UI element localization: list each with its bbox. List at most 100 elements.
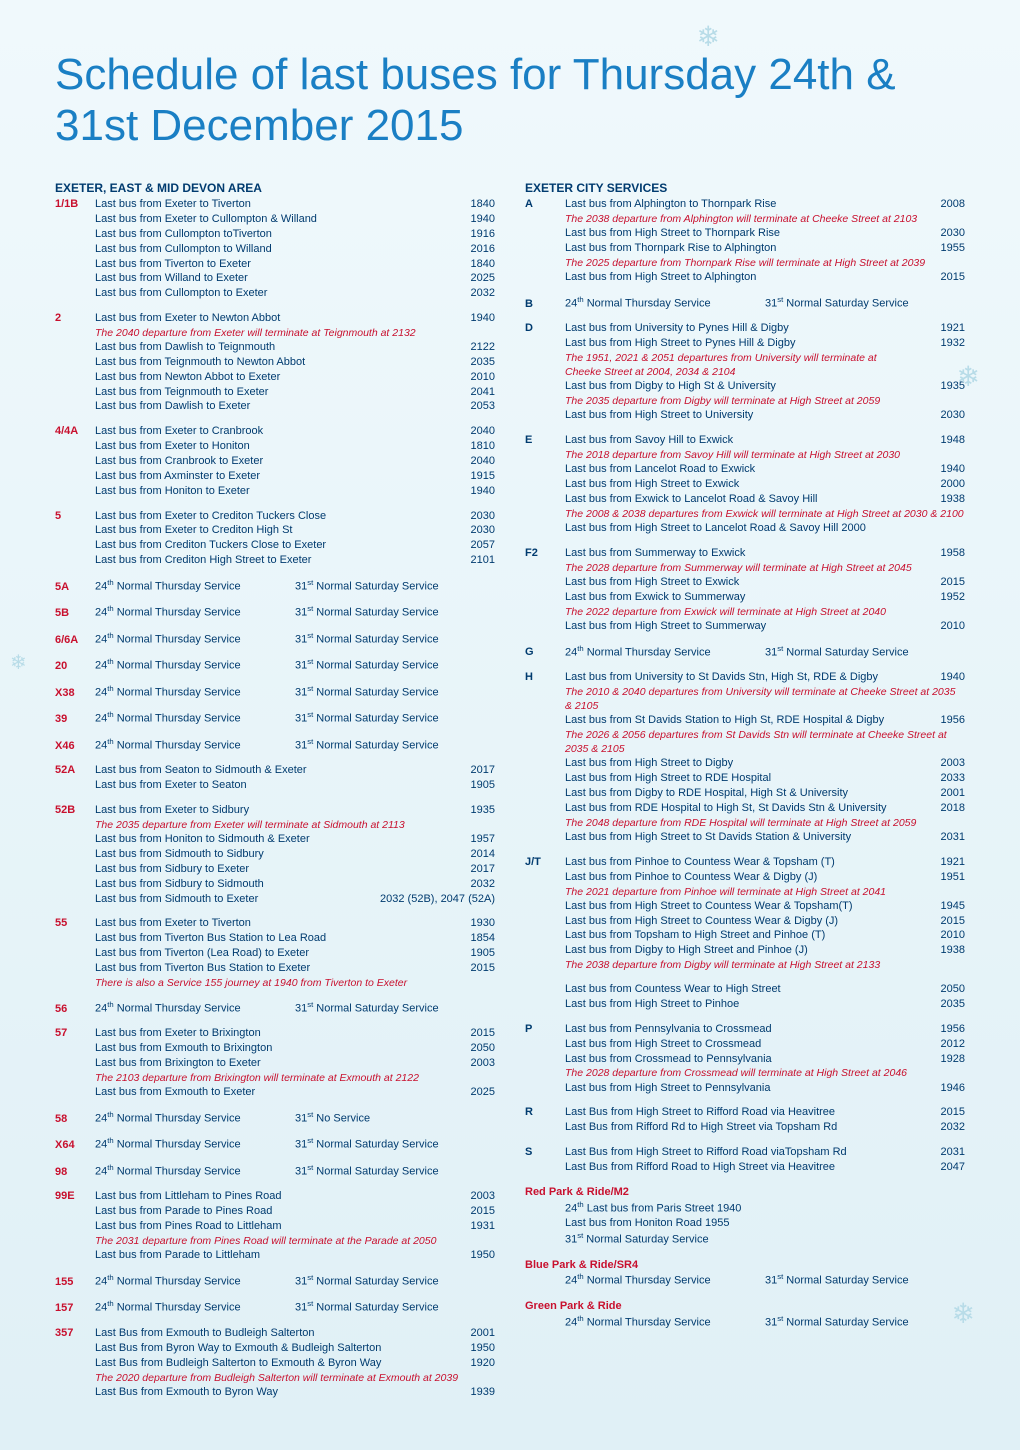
route-note: The 2038 departure from Digby will termi… [565, 958, 965, 972]
extra-line: 31st Normal Saturday Service [565, 1231, 965, 1248]
route-description: Last bus from Parade to Littleham [95, 1248, 440, 1263]
route-time: 1939 [440, 1385, 495, 1400]
route-code: 157 [55, 1301, 95, 1316]
route-description: Last bus from Topsham to High Street and… [565, 928, 910, 943]
route-note: The 2008 & 2038 departures from Exwick w… [565, 507, 965, 521]
route-block: 15724th Normal Thursday Service31st Norm… [55, 1299, 495, 1316]
route-time: 2032 [440, 286, 495, 301]
subsection-header: Green Park & Ride [525, 1299, 965, 1314]
normal-service-left: 24th Normal Thursday Service [565, 295, 765, 312]
normal-service-left: 24th Normal Thursday Service [95, 631, 295, 648]
route-block: F2Last bus from Summerway to Exwick1958T… [525, 546, 965, 634]
route-time: 2010 [440, 370, 495, 385]
route-time: 1810 [440, 439, 495, 454]
route-time: 2015 [440, 961, 495, 976]
right-column: EXETER CITY SERVICESALast bus from Alphi… [525, 181, 965, 1409]
route-time: 2010 [910, 928, 965, 943]
route-code: S [525, 1145, 565, 1160]
left-column: EXETER, EAST & MID DEVON AREA1/1BLast bu… [55, 181, 495, 1409]
route-block: G24th Normal Thursday Service31st Normal… [525, 644, 965, 661]
route-code: 52A [55, 763, 95, 778]
route-block: RLast Bus from High Street to Rifford Ro… [525, 1105, 965, 1135]
route-block: 3924th Normal Thursday Service31st Norma… [55, 710, 495, 727]
route-description: Last bus from Sidbury to Exeter [95, 862, 440, 877]
route-note: The 2048 departure from RDE Hospital wil… [565, 816, 965, 830]
route-time: 1915 [440, 469, 495, 484]
route-block: 4/4ALast bus from Exeter to Cranbrook204… [55, 424, 495, 498]
route-time: 1940 [440, 311, 495, 326]
route-time: 2015 [440, 1204, 495, 1219]
route-block: 5A24th Normal Thursday Service31st Norma… [55, 578, 495, 595]
route-time: 2012 [910, 1037, 965, 1052]
normal-service-left: 24th Normal Thursday Service [95, 1163, 295, 1180]
route-block: 357Last Bus from Exmouth to Budleigh Sal… [55, 1326, 495, 1400]
route-description: Last bus from High Street to University [565, 408, 910, 423]
route-description: Last bus from Thornpark Rise to Alphingt… [565, 241, 910, 256]
route-description: Last bus from Exeter to Tiverton [95, 916, 440, 931]
route-description: Last bus from High Street to Digby [565, 756, 910, 771]
route-description: Last bus from Digby to RDE Hospital, Hig… [565, 786, 910, 801]
route-block: ALast bus from Alphington to Thornpark R… [525, 197, 965, 285]
extra-block: Green Park & Ride24th Normal Thursday Se… [525, 1299, 965, 1330]
route-description: Last bus from Exeter to Cranbrook [95, 424, 440, 439]
route-time: 2033 [910, 771, 965, 786]
snowflake-decoration: ❄ [10, 650, 27, 675]
normal-service-right: 31st Normal Saturday Service [295, 1163, 495, 1180]
normal-service-left: 24th Normal Thursday Service [95, 1000, 295, 1017]
route-block: Last bus from Countess Wear to High Stre… [525, 982, 965, 1012]
route-description: Last bus from Digby to High Street and P… [565, 943, 910, 958]
normal-service-right: 31st Normal Saturday Service [295, 1000, 495, 1017]
route-description: Last bus from High Street to Thornpark R… [565, 226, 910, 241]
route-time: 2003 [440, 1056, 495, 1071]
normal-service-right: 31st Normal Saturday Service [295, 631, 495, 648]
route-description: Last bus from Willand to Exeter [95, 271, 440, 286]
route-time: 2010 [910, 619, 965, 634]
route-time: 1938 [910, 943, 965, 958]
route-code: X46 [55, 739, 95, 754]
route-block: B24th Normal Thursday Service31st Normal… [525, 295, 965, 312]
route-description: Last bus from Exmouth to Brixington [95, 1041, 440, 1056]
route-description: Last bus from Exeter to Crediton High St [95, 523, 440, 538]
route-block: DLast bus from University to Pynes Hill … [525, 321, 965, 423]
route-description: Last bus from High Street to Alphington [565, 270, 910, 285]
normal-service-left: 24th Normal Thursday Service [95, 1299, 295, 1316]
route-description: Last Bus from High Street to Rifford Roa… [565, 1105, 910, 1120]
route-code: R [525, 1105, 565, 1120]
extra-line: Last bus from Honiton Road 1955 [565, 1216, 965, 1231]
normal-service-right: 31st Normal Saturday Service [295, 657, 495, 674]
route-time: 2018 [910, 801, 965, 816]
route-block: 57Last bus from Exeter to Brixington2015… [55, 1026, 495, 1100]
route-time: 2053 [440, 399, 495, 414]
normal-service-left: 24th Normal Thursday Service [95, 710, 295, 727]
normal-service-left: 24th Normal Thursday Service [565, 1272, 765, 1289]
route-description: Last bus from Cullompton to Willand [95, 242, 440, 257]
route-code: B [525, 297, 565, 312]
route-time: 2030 [440, 509, 495, 524]
route-code: 357 [55, 1326, 95, 1341]
route-time: 1932 [910, 336, 965, 351]
normal-service-left: 24th Normal Thursday Service [95, 657, 295, 674]
content-columns: EXETER, EAST & MID DEVON AREA1/1BLast bu… [55, 181, 965, 1409]
route-time: 2040 [440, 454, 495, 469]
normal-service-right: 31st Normal Saturday Service [765, 644, 965, 661]
route-code: 5A [55, 580, 95, 595]
route-code: A [525, 197, 565, 212]
route-block: 52BLast bus from Exeter to Sidbury1935Th… [55, 803, 495, 906]
route-code: 58 [55, 1112, 95, 1127]
route-description: Last bus from Brixington to Exeter [95, 1056, 440, 1071]
route-description: Last bus from University to St Davids St… [565, 670, 910, 685]
route-description: Last bus from Tiverton Bus Station to Le… [95, 931, 440, 946]
route-time: 2015 [440, 1026, 495, 1041]
route-time: 2000 [910, 477, 965, 492]
route-time: 2015 [910, 914, 965, 929]
route-description: Last bus from Pennsylvania to Crossmead [565, 1022, 910, 1037]
route-note: The 1951, 2021 & 2051 departures from Un… [565, 351, 965, 365]
extra-line: 24th Last bus from Paris Street 1940 [565, 1200, 965, 1217]
route-note: The 2103 departure from Brixington will … [95, 1071, 495, 1085]
route-block: 5624th Normal Thursday Service31st Norma… [55, 1000, 495, 1017]
route-note: The 2010 & 2040 departures from Universi… [565, 685, 965, 713]
route-code: 5 [55, 509, 95, 524]
route-note: The 2035 departure from Exeter will term… [95, 818, 495, 832]
route-time: 1920 [440, 1356, 495, 1371]
normal-service-left: 24th Normal Thursday Service [95, 1136, 295, 1153]
